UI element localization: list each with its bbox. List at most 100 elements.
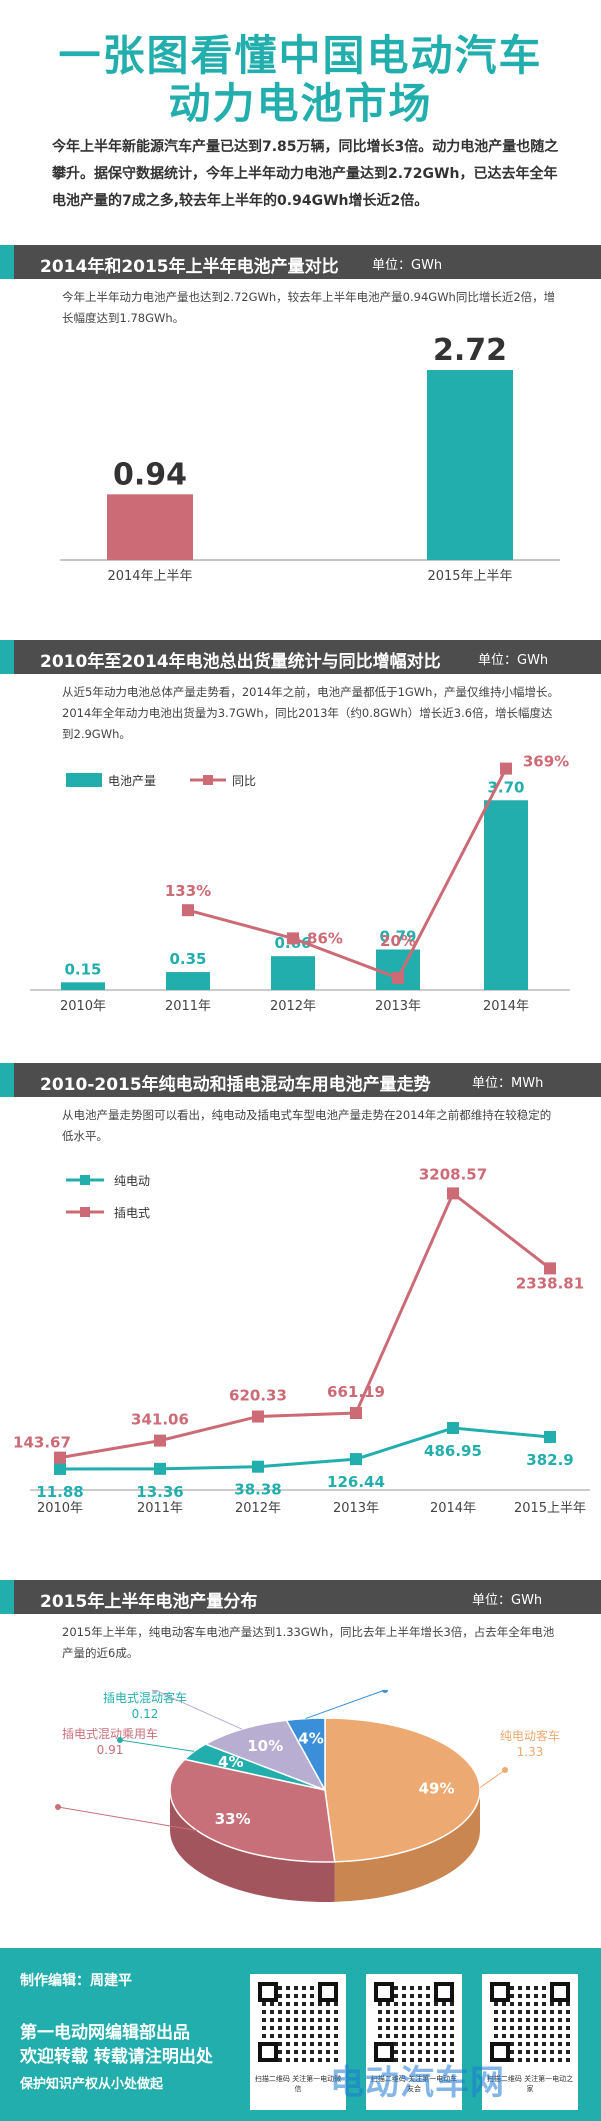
section-accent	[0, 640, 14, 674]
pie-chart-2015: 49% 纯电动客车 1.33 33% 插电式混动乘用车 0.91 4% 插电式混动客车 0.12…	[55, 1690, 560, 1902]
section-accent	[0, 1580, 14, 1614]
slice-percent: 4%	[218, 1753, 243, 1771]
tick-label: 2010年	[60, 999, 106, 1014]
line-marker	[287, 932, 299, 945]
qr-finder	[374, 1982, 394, 2002]
slice-name: 插电式混动客车	[103, 1690, 187, 1705]
slice-percent: 49%	[419, 1779, 455, 1797]
footer-editor: 制作编辑：周建平	[20, 1973, 132, 1989]
section-unit-2: 单位：GWh	[478, 653, 549, 668]
line-marker	[182, 904, 194, 917]
qr-finder	[374, 2042, 394, 2062]
data-label: 143.67	[13, 1434, 71, 1452]
slice-value: 1.33	[517, 1745, 544, 1759]
line-marker	[54, 1451, 66, 1464]
section-desc-1: 今年上半年动力电池产量也达到2.72GWh，较去年上半年电池产量0.94GWh同…	[62, 290, 556, 325]
data-label: 341.06	[131, 1411, 189, 1429]
callout-dot	[502, 1767, 508, 1773]
qr-caption: 扫描二维码 关注第一电动之家	[486, 2075, 574, 2093]
callout-dot	[152, 1690, 158, 1693]
pie-slice	[285, 1717, 326, 1791]
data-label: 38.38	[234, 1481, 281, 1499]
pie-slice-side	[334, 1790, 480, 1902]
data-label: 0.35	[169, 950, 206, 968]
callout-line	[119, 1739, 195, 1752]
intro-text: 今年上半年新能源汽车产量已达到7.85万辆，同比增长3倍。动力电池产量也随之攀升…	[52, 139, 559, 209]
bar	[427, 370, 513, 560]
data-label: 0.79	[379, 927, 416, 945]
tick-label: 2010年	[37, 1501, 83, 1516]
qr-finder	[490, 2042, 510, 2062]
qr-code-wechat[interactable]: 扫描二维码 关注第一电动微信	[250, 1974, 346, 2110]
legend-label: 纯电动	[114, 1174, 150, 1188]
bar	[107, 494, 193, 560]
section-desc-2: 从近5年动力电池总体产量走势看，2014年之前，电池产量都低于1GWh，产量仅维…	[62, 685, 559, 741]
bar	[61, 982, 105, 990]
slice-percent: 4%	[298, 1730, 323, 1748]
legend-swatch	[66, 773, 102, 787]
data-label: 20%	[380, 932, 416, 950]
footer-line-3: 保护知识产权从小处做起	[20, 2077, 164, 2092]
line-marker	[252, 1410, 264, 1423]
line-marker	[392, 972, 404, 984]
data-label: 620.33	[229, 1387, 287, 1405]
series-line	[187, 767, 508, 980]
data-label: 486.95	[424, 1442, 482, 1460]
qr-caption: 扫描二维码 关注第一电动车友会	[370, 2075, 458, 2093]
callout-dot	[382, 1690, 388, 1693]
callout-line	[479, 1769, 506, 1789]
tick-label: 2013年	[333, 1501, 379, 1516]
section-title-2: 2010年至2014年电池总出货量统计与同比增幅对比	[40, 652, 441, 672]
section-header-4: 2015年上半年电池产量分布 单位：GWh	[0, 1580, 601, 1614]
section-header-3: 2010-2015年纯电动和插电混动车用电池产量走势 单位：MWh	[0, 1063, 601, 1097]
bar	[484, 800, 528, 990]
tick-label: 2014年上半年	[107, 569, 192, 584]
data-label: 369%	[523, 753, 569, 771]
slice-name: 纯电动客车	[500, 1728, 560, 1743]
data-label: 2338.81	[516, 1274, 584, 1292]
qr-finder	[258, 2042, 278, 2062]
legend-label: 电池产量	[108, 774, 156, 788]
line-marker	[54, 1462, 66, 1475]
pie-slice-side	[170, 1790, 335, 1902]
pie-slice	[169, 1758, 336, 1863]
line-marker	[350, 1453, 362, 1466]
page-subtitle: 动力电池市场	[168, 79, 433, 128]
line-marker	[350, 1407, 362, 1420]
slice-percent: 33%	[215, 1810, 251, 1828]
bar	[271, 956, 315, 990]
line-marker	[252, 1460, 264, 1473]
qr-code-club[interactable]: 扫描二维码 关注第一电动车友会	[366, 1974, 462, 2110]
section-desc-4: 2015年上半年，纯电动客车电池产量达到1.33GWh，同比去年上半年增长3倍，…	[62, 1625, 555, 1660]
section-header-1: 2014年和2015年上半年电池产量对比 单位：GWh	[0, 245, 601, 279]
tick-label: 2015上半年	[514, 1501, 586, 1516]
section-unit-4: 单位：GWh	[472, 1593, 543, 1608]
data-label: 3208.57	[419, 1165, 487, 1183]
qr-caption: 扫描二维码 关注第一电动微信	[254, 2075, 342, 2093]
line-marker	[500, 762, 512, 775]
footer-line-1: 第一电动网编辑部出品	[20, 2023, 190, 2043]
tick-label: 2015年上半年	[427, 569, 512, 584]
data-label: 13.36	[136, 1483, 183, 1501]
line-marker	[447, 1422, 459, 1435]
data-label: 661.19	[327, 1383, 385, 1401]
callout-dot	[117, 1737, 123, 1743]
data-label: 0.15	[64, 960, 101, 978]
qr-code-home[interactable]: 扫描二维码 关注第一电动之家	[482, 1974, 578, 2110]
section-unit-1: 单位：GWh	[372, 258, 443, 273]
legend-marker	[80, 1175, 90, 1185]
footer: 制作编辑：周建平 第一电动网编辑部出品 欢迎转载 转载请注明出处 保护知识产权从…	[0, 1948, 601, 2121]
line-marker	[544, 1430, 556, 1443]
qr-finder	[258, 1982, 278, 2002]
legend-label: 同比	[232, 774, 256, 788]
section-title-3: 2010-2015年纯电动和插电混动车用电池产量走势	[40, 1075, 431, 1095]
watermark-logo: 电动汽车网	[330, 2063, 505, 2103]
data-label: 0.94	[113, 457, 187, 492]
combo-chart-2010-2014: 电池产量同比0.152010年0.352011年0.662012年0.79201…	[30, 753, 570, 1014]
qr-finder	[490, 1982, 510, 2002]
section-title-1: 2014年和2015年上半年电池产量对比	[40, 257, 339, 277]
tick-label: 2012年	[270, 999, 316, 1014]
tick-label: 2014年	[483, 999, 529, 1014]
data-label: 11.88	[36, 1483, 83, 1501]
